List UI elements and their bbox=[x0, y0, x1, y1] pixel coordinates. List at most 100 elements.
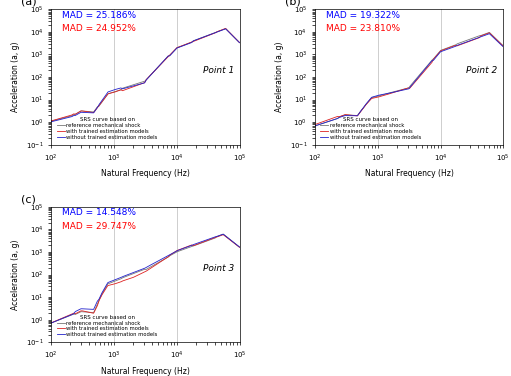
with trained estimation models bbox=[190, 39, 196, 44]
with trained estimation models bbox=[423, 67, 429, 71]
without trained estimation models bbox=[397, 88, 403, 93]
with trained estimation models bbox=[97, 103, 103, 107]
reference mechanical shock bbox=[190, 39, 196, 43]
Line: without trained estimation models: without trained estimation models bbox=[51, 29, 240, 122]
Line: reference mechanical shock: reference mechanical shock bbox=[51, 29, 240, 121]
X-axis label: Natural Frequency (Hz): Natural Frequency (Hz) bbox=[101, 367, 190, 376]
Legend: reference mechanical shock, with trained estimation models, without trained esti: reference mechanical shock, with trained… bbox=[56, 314, 158, 338]
Text: (b): (b) bbox=[285, 0, 300, 7]
without trained estimation models bbox=[345, 114, 352, 118]
reference mechanical shock bbox=[159, 60, 165, 65]
Text: Point 2: Point 2 bbox=[467, 66, 498, 75]
Text: MAD = 19.322%: MAD = 19.322% bbox=[326, 11, 400, 20]
reference mechanical shock bbox=[174, 45, 180, 50]
with trained estimation models bbox=[48, 119, 54, 123]
reference mechanical shock bbox=[133, 270, 140, 275]
Text: MAD = 25.186%: MAD = 25.186% bbox=[62, 11, 136, 20]
without trained estimation models bbox=[237, 41, 243, 45]
with trained estimation models bbox=[454, 44, 460, 48]
reference mechanical shock bbox=[97, 103, 103, 108]
reference mechanical shock bbox=[345, 113, 352, 117]
without trained estimation models bbox=[360, 105, 366, 110]
without trained estimation models bbox=[81, 307, 87, 311]
Line: with trained estimation models: with trained estimation models bbox=[51, 235, 240, 323]
reference mechanical shock bbox=[81, 109, 87, 114]
Text: (a): (a) bbox=[21, 0, 37, 7]
with trained estimation models bbox=[190, 243, 196, 248]
with trained estimation models bbox=[48, 321, 54, 325]
with trained estimation models bbox=[312, 122, 318, 127]
Line: with trained estimation models: with trained estimation models bbox=[315, 33, 503, 124]
with trained estimation models bbox=[345, 113, 352, 117]
Y-axis label: Acceleration (a, g): Acceleration (a, g) bbox=[275, 42, 284, 112]
with trained estimation models bbox=[159, 259, 165, 263]
without trained estimation models bbox=[423, 66, 429, 70]
without trained estimation models bbox=[159, 256, 165, 261]
reference mechanical shock bbox=[237, 40, 243, 45]
reference mechanical shock bbox=[97, 297, 103, 301]
reference mechanical shock bbox=[437, 48, 444, 53]
without trained estimation models bbox=[190, 243, 196, 247]
Text: Point 3: Point 3 bbox=[203, 264, 234, 273]
reference mechanical shock bbox=[360, 106, 366, 110]
reference mechanical shock bbox=[48, 119, 54, 123]
without trained estimation models bbox=[222, 27, 228, 31]
with trained estimation models bbox=[500, 44, 506, 49]
with trained estimation models bbox=[237, 40, 243, 45]
reference mechanical shock bbox=[48, 321, 54, 325]
with trained estimation models bbox=[237, 245, 243, 250]
with trained estimation models bbox=[486, 31, 492, 35]
with trained estimation models bbox=[397, 88, 403, 93]
with trained estimation models bbox=[174, 45, 180, 50]
without trained estimation models bbox=[190, 39, 196, 44]
without trained estimation models bbox=[174, 46, 180, 50]
Y-axis label: Acceleration (a, g): Acceleration (a, g) bbox=[11, 239, 20, 310]
without trained estimation models bbox=[97, 102, 103, 106]
without trained estimation models bbox=[312, 124, 318, 128]
Legend: reference mechanical shock, with trained estimation models, without trained esti: reference mechanical shock, with trained… bbox=[319, 116, 423, 141]
Text: MAD = 29.747%: MAD = 29.747% bbox=[62, 222, 136, 231]
without trained estimation models bbox=[486, 32, 492, 36]
Text: (c): (c) bbox=[21, 194, 36, 204]
with trained estimation models bbox=[97, 297, 103, 302]
without trained estimation models bbox=[81, 110, 87, 115]
Text: Point 1: Point 1 bbox=[203, 66, 234, 75]
with trained estimation models bbox=[174, 248, 180, 253]
without trained estimation models bbox=[500, 44, 506, 49]
X-axis label: Natural Frequency (Hz): Natural Frequency (Hz) bbox=[101, 169, 190, 178]
Legend: reference mechanical shock, with trained estimation models, without trained esti: reference mechanical shock, with trained… bbox=[56, 116, 158, 141]
reference mechanical shock bbox=[133, 82, 140, 86]
with trained estimation models bbox=[81, 109, 87, 114]
reference mechanical shock bbox=[81, 310, 87, 314]
with trained estimation models bbox=[159, 61, 165, 65]
with trained estimation models bbox=[222, 26, 228, 31]
without trained estimation models bbox=[48, 120, 54, 124]
with trained estimation models bbox=[360, 106, 366, 110]
with trained estimation models bbox=[133, 83, 140, 88]
with trained estimation models bbox=[133, 274, 140, 278]
reference mechanical shock bbox=[397, 88, 403, 92]
reference mechanical shock bbox=[312, 124, 318, 128]
reference mechanical shock bbox=[500, 44, 506, 48]
reference mechanical shock bbox=[454, 42, 460, 46]
with trained estimation models bbox=[220, 232, 226, 237]
Line: reference mechanical shock: reference mechanical shock bbox=[315, 32, 503, 126]
reference mechanical shock bbox=[174, 250, 180, 254]
reference mechanical shock bbox=[190, 244, 196, 248]
Line: without trained estimation models: without trained estimation models bbox=[51, 234, 240, 323]
Line: reference mechanical shock: reference mechanical shock bbox=[51, 234, 240, 323]
without trained estimation models bbox=[220, 232, 226, 237]
without trained estimation models bbox=[454, 43, 460, 48]
reference mechanical shock bbox=[237, 245, 243, 249]
without trained estimation models bbox=[174, 249, 180, 253]
reference mechanical shock bbox=[220, 232, 226, 237]
Line: with trained estimation models: with trained estimation models bbox=[51, 29, 240, 121]
Text: MAD = 24.952%: MAD = 24.952% bbox=[62, 24, 136, 33]
Y-axis label: Acceleration (a, g): Acceleration (a, g) bbox=[11, 42, 20, 112]
reference mechanical shock bbox=[222, 26, 228, 31]
without trained estimation models bbox=[237, 245, 243, 249]
X-axis label: Natural Frequency (Hz): Natural Frequency (Hz) bbox=[365, 169, 454, 178]
without trained estimation models bbox=[97, 296, 103, 300]
Line: without trained estimation models: without trained estimation models bbox=[315, 34, 503, 126]
without trained estimation models bbox=[437, 49, 444, 54]
